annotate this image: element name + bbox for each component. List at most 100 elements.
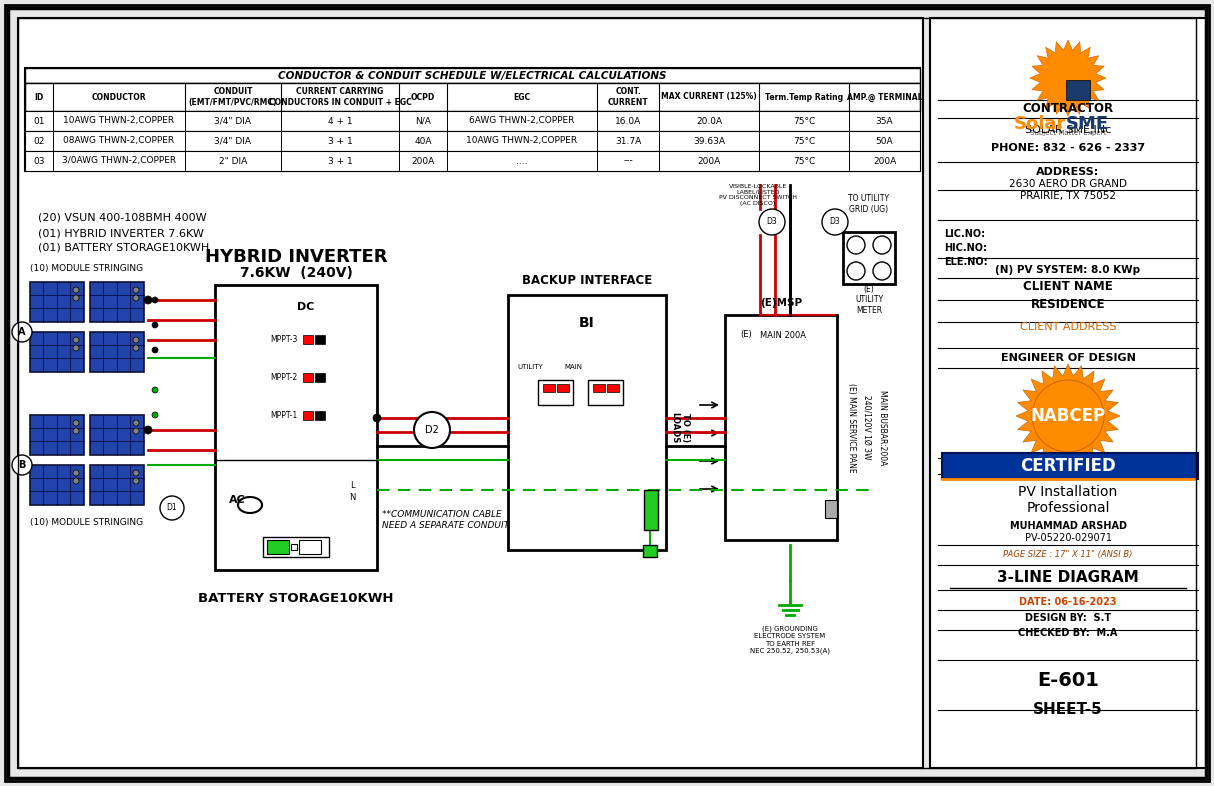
Text: 7.6KW  (240V): 7.6KW (240V) — [239, 266, 352, 280]
Circle shape — [414, 412, 450, 448]
Text: 50A: 50A — [875, 137, 894, 145]
Text: 6AWG THWN-2,COPPER: 6AWG THWN-2,COPPER — [470, 116, 574, 126]
Text: SHEET-5: SHEET-5 — [1033, 703, 1102, 718]
Text: PV-05220-029071: PV-05220-029071 — [1025, 533, 1112, 543]
Text: CONDUCTOR & CONDUIT SCHEDULE W/ELECTRICAL CALCULATIONS: CONDUCTOR & CONDUIT SCHEDULE W/ELECTRICA… — [278, 71, 666, 80]
Text: BATTERY STORAGE10KWH: BATTERY STORAGE10KWH — [198, 592, 393, 604]
Bar — [25, 68, 920, 83]
Text: (10) MODULE STRINGING: (10) MODULE STRINGING — [30, 519, 143, 527]
Text: MAIN: MAIN — [565, 364, 582, 370]
Text: RESIDENCE: RESIDENCE — [1031, 299, 1105, 311]
Text: 3-LINE DIAGRAM: 3-LINE DIAGRAM — [997, 571, 1139, 586]
Circle shape — [152, 297, 158, 303]
Circle shape — [144, 296, 152, 304]
Text: N/A: N/A — [415, 116, 431, 126]
Bar — [304, 335, 313, 344]
Bar — [507, 295, 666, 550]
Bar — [314, 335, 325, 344]
Bar — [90, 332, 144, 372]
Text: 02: 02 — [33, 137, 45, 145]
Bar — [90, 465, 144, 505]
Text: 3 + 1: 3 + 1 — [328, 156, 352, 166]
Circle shape — [847, 236, 866, 254]
Circle shape — [73, 478, 79, 484]
Text: MPPT-3: MPPT-3 — [270, 336, 297, 344]
Text: Professional: Professional — [1026, 501, 1110, 515]
Bar — [592, 384, 605, 392]
Circle shape — [873, 262, 891, 280]
Bar — [314, 373, 325, 382]
Text: (N) PV SYSTEM: 8.0 KWp: (N) PV SYSTEM: 8.0 KWp — [995, 265, 1141, 275]
Text: CONDUCTOR: CONDUCTOR — [92, 93, 147, 101]
Circle shape — [152, 387, 158, 393]
Text: (E)
UTILITY
METER: (E) UTILITY METER — [855, 285, 883, 315]
Bar — [725, 315, 836, 540]
Text: (10) MODULE STRINGING: (10) MODULE STRINGING — [30, 263, 143, 273]
Text: MPPT-1: MPPT-1 — [270, 412, 297, 421]
Text: 35A: 35A — [875, 116, 894, 126]
Text: CERTIFIED: CERTIFIED — [1020, 457, 1116, 475]
Bar — [30, 465, 84, 505]
Text: CONDUIT
(EMT/FMT/PVC/RMC): CONDUIT (EMT/FMT/PVC/RMC) — [188, 87, 277, 107]
Circle shape — [152, 347, 158, 353]
Text: CONT.
CURRENT: CONT. CURRENT — [608, 87, 648, 107]
Text: B: B — [18, 460, 25, 470]
Text: 75°C: 75°C — [793, 156, 815, 166]
Circle shape — [822, 209, 849, 235]
Text: ELE.NO:: ELE.NO: — [944, 257, 988, 267]
Text: MPPT-2: MPPT-2 — [270, 373, 297, 383]
Circle shape — [134, 345, 138, 351]
Text: (20) VSUN 400-108BMH 400W: (20) VSUN 400-108BMH 400W — [38, 213, 206, 223]
Text: BI: BI — [579, 316, 595, 330]
Text: Term.Temp Rating: Term.Temp Rating — [765, 93, 843, 101]
Text: D1: D1 — [166, 504, 177, 512]
Circle shape — [134, 420, 138, 426]
Circle shape — [134, 287, 138, 293]
Text: 3 + 1: 3 + 1 — [328, 137, 352, 145]
Bar — [538, 380, 573, 405]
Text: MUHAMMAD ARSHAD: MUHAMMAD ARSHAD — [1010, 521, 1127, 531]
Circle shape — [134, 428, 138, 434]
Text: PAGE SIZE : 17" X 11" (ANSI B): PAGE SIZE : 17" X 11" (ANSI B) — [1003, 549, 1133, 559]
Text: (E) GROUNDING
ELECTRODE SYSTEM
TO EARTH REF
NEC 250.52, 250.53(A): (E) GROUNDING ELECTRODE SYSTEM TO EARTH … — [750, 626, 830, 654]
Text: **COMMUNICATION CABLE
NEED A SEPARATE CONDUIT: **COMMUNICATION CABLE NEED A SEPARATE CO… — [382, 510, 509, 530]
Text: ID: ID — [34, 93, 44, 101]
Text: (01) BATTERY STORAGE10KWH: (01) BATTERY STORAGE10KWH — [38, 243, 209, 253]
Bar — [25, 111, 920, 131]
Circle shape — [134, 470, 138, 476]
Bar — [25, 151, 920, 171]
Text: L: L — [350, 480, 354, 490]
Circle shape — [847, 262, 866, 280]
Text: PRAIRIE, TX 75052: PRAIRIE, TX 75052 — [1020, 191, 1116, 201]
Bar — [30, 282, 84, 322]
Text: DESIGN BY:  S.T: DESIGN BY: S.T — [1025, 613, 1111, 623]
Text: SME: SME — [1066, 115, 1110, 133]
Text: D3: D3 — [766, 218, 777, 226]
Circle shape — [152, 322, 158, 328]
Text: 200A: 200A — [412, 156, 435, 166]
Text: ....: .... — [516, 156, 528, 166]
Circle shape — [144, 426, 152, 434]
Bar — [25, 68, 920, 171]
Text: AC: AC — [228, 495, 245, 505]
Circle shape — [160, 496, 185, 520]
Bar — [30, 332, 84, 372]
Text: (E)MSP: (E)MSP — [760, 298, 802, 308]
Bar — [557, 384, 569, 392]
Bar — [942, 453, 1198, 479]
Polygon shape — [1016, 364, 1121, 468]
Text: ADDRESS:: ADDRESS: — [1037, 167, 1100, 177]
Text: EGC: EGC — [514, 93, 531, 101]
Text: 75°C: 75°C — [793, 137, 815, 145]
Text: 16.0A: 16.0A — [614, 116, 641, 126]
Bar — [263, 537, 329, 557]
Text: 200A: 200A — [873, 156, 896, 166]
Bar — [607, 384, 619, 392]
Text: (01) HYBRID INVERTER 7.6KW: (01) HYBRID INVERTER 7.6KW — [38, 228, 204, 238]
Circle shape — [152, 412, 158, 418]
Text: Subject Matter Expert: Subject Matter Expert — [1029, 130, 1106, 136]
Circle shape — [73, 345, 79, 351]
Circle shape — [73, 287, 79, 293]
Circle shape — [134, 337, 138, 343]
Text: 2630 AERO DR GRAND: 2630 AERO DR GRAND — [1009, 179, 1127, 189]
